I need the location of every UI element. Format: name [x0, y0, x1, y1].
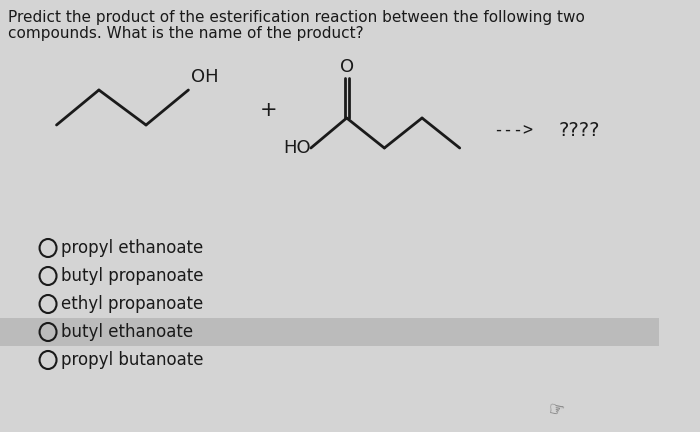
- Text: ☞: ☞: [546, 400, 566, 420]
- Text: --->: --->: [494, 121, 533, 139]
- Text: ????: ????: [559, 121, 600, 140]
- Text: +: +: [260, 100, 277, 120]
- Text: Predict the product of the esterification reaction between the following two: Predict the product of the esterificatio…: [8, 10, 584, 25]
- Text: ethyl propanoate: ethyl propanoate: [61, 295, 204, 313]
- Text: O: O: [340, 58, 354, 76]
- Text: butyl ethanoate: butyl ethanoate: [61, 323, 193, 341]
- Text: compounds. What is the name of the product?: compounds. What is the name of the produ…: [8, 26, 363, 41]
- Text: OH: OH: [191, 68, 219, 86]
- Text: HO: HO: [284, 139, 311, 157]
- FancyBboxPatch shape: [0, 318, 659, 346]
- Text: propyl ethanoate: propyl ethanoate: [61, 239, 204, 257]
- Text: butyl propanoate: butyl propanoate: [61, 267, 204, 285]
- Text: propyl butanoate: propyl butanoate: [61, 351, 204, 369]
